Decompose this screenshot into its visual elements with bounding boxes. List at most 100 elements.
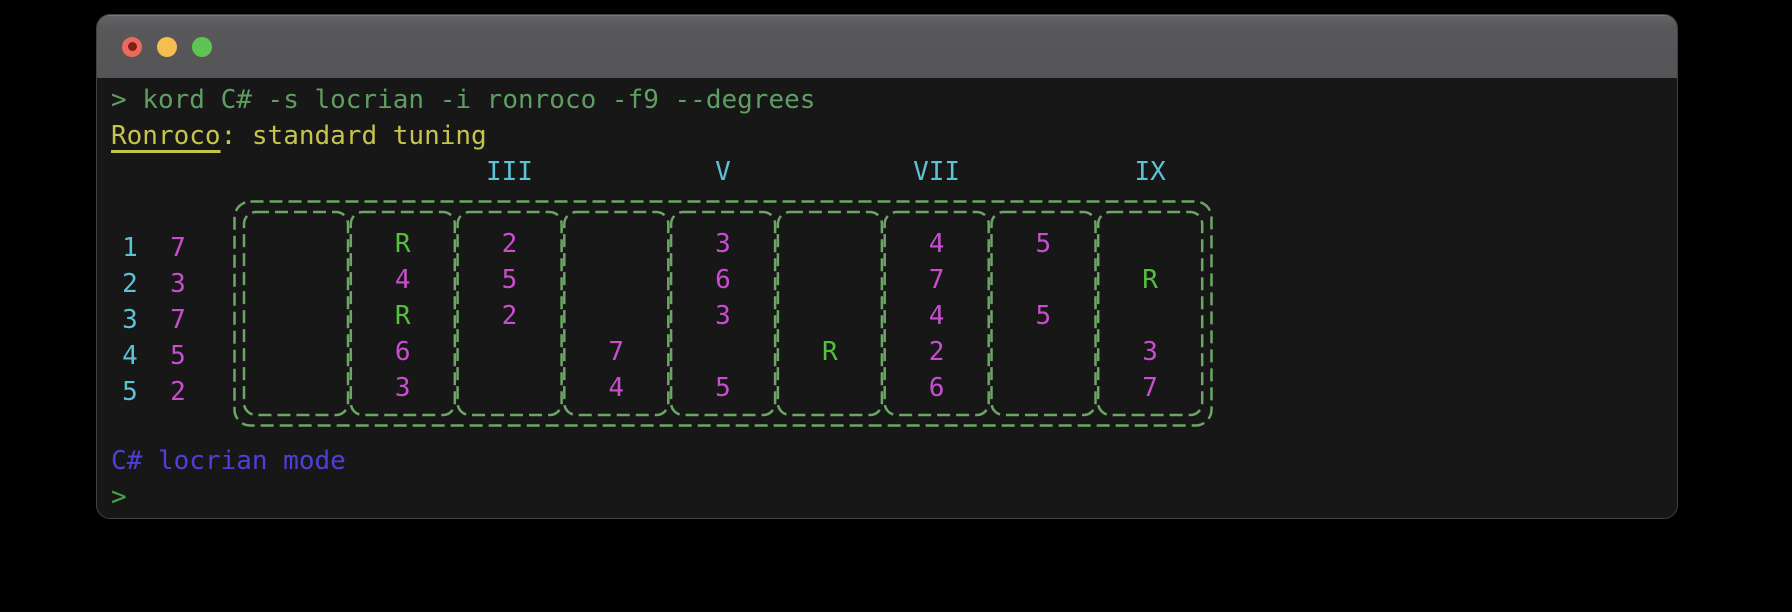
note-marker: 5 [715,373,731,403]
fret-2-spacer [351,154,455,190]
note-marker [564,226,668,262]
close-dot-icon [127,42,137,51]
command-text: kord C# -s locrian -i ronroco -f9 --degr… [142,85,816,115]
note-marker: 6 [715,265,731,295]
fret-1-spacer [244,154,348,190]
result-line: C# locrian mode [111,443,1677,479]
note-marker: 4 [394,265,411,295]
mode-text: C# locrian mode [111,446,346,476]
note-marker: 2 [928,337,945,367]
window-controls [122,36,212,57]
open-degree: 2 [170,377,186,407]
note-marker: 4 [928,229,945,259]
board-outer-border [233,200,1213,427]
note-marker: 2 [501,301,518,331]
fret-4-spacer [564,154,668,190]
note-marker [991,262,1095,298]
note-marker: R [1142,265,1158,295]
terminal-window: > kord C# -s locrian -i ronroco -f9 --de… [96,14,1678,519]
open-degree: 7 [170,233,186,263]
tuning-line: Ronroco: standard tuning [111,118,1677,154]
note-marker: 4 [608,373,625,403]
note-marker [778,298,882,334]
instrument-name: Ronroco [111,121,221,151]
note-marker [778,226,882,262]
note-marker [671,334,775,370]
note-marker: 5 [1035,301,1052,331]
string-number: 1 [122,233,138,263]
open-degree: 3 [170,269,186,299]
terminal-content: > kord C# -s locrian -i ronroco -f9 --de… [97,78,1677,515]
fret-marker-v: V [715,157,731,187]
fret-cell-4: 7 4 [564,212,668,415]
prompt-symbol: > [111,482,127,512]
note-marker [778,262,882,298]
note-marker [564,262,668,298]
note-marker: 3 [715,229,731,259]
fret-markers-row: III V VII IX [233,154,1213,190]
note-marker [244,334,348,370]
fret-cell-6: R [778,212,882,415]
string-number: 5 [122,377,138,407]
titlebar[interactable] [97,15,1677,78]
fretboard: R 4 R 6 3 2 5 2 [233,200,1213,427]
fretboard-outline-graphic [233,200,1213,427]
open-degree: 7 [170,305,186,335]
note-marker [458,370,562,406]
prompt-line[interactable]: > [111,479,1677,515]
fret-cell-5: 3 6 3 5 [671,212,775,415]
note-marker: 7 [1142,373,1158,403]
open-degree: 5 [170,341,186,371]
note-marker: 6 [394,337,411,367]
note-marker [778,370,882,406]
note-marker [991,370,1095,406]
note-marker: 5 [501,265,518,295]
note-marker: R [394,301,411,331]
fret-cell-3: 2 5 2 [458,212,562,415]
note-marker [244,298,348,334]
tuning-description: : standard tuning [220,121,487,151]
note-marker: 4 [928,301,945,331]
note-marker [564,298,668,334]
minimize-button[interactable] [157,36,177,57]
close-button[interactable] [122,36,142,57]
fret-6-spacer [778,154,882,190]
fret-8-spacer [991,154,1095,190]
note-marker: 7 [928,265,945,295]
note-marker [991,334,1095,370]
note-marker [244,370,348,406]
fret-marker-ix: IX [1134,157,1166,187]
fret-cell-8: 5 5 [991,212,1095,415]
string-number: 4 [122,341,138,371]
note-marker: 2 [501,229,518,259]
note-marker: R [821,337,838,367]
string-number: 3 [122,305,138,335]
fret-cell-9: R 3 7 [1098,212,1202,415]
notes-grid: R 4 R 6 3 2 5 2 [244,212,1202,415]
note-marker: 7 [608,337,625,367]
note-marker: 3 [1142,337,1158,367]
fret-cell-2: R 4 R 6 3 [351,212,455,415]
string-number: 2 [122,269,138,299]
fret-cell-7: 4 7 4 2 6 [885,212,989,415]
note-marker: 6 [928,373,945,403]
note-marker [1098,226,1202,262]
note-marker [1098,298,1202,334]
note-marker [244,226,348,262]
fret-marker-iii: III [485,157,533,187]
zoom-button[interactable] [192,36,212,57]
prompt-symbol: > [111,85,127,115]
note-marker: 5 [1035,229,1052,259]
fret-marker-vii: VII [913,157,961,187]
note-marker: 3 [394,373,411,403]
fret-cell-1 [244,212,348,415]
command-line: > kord C# -s locrian -i ronroco -f9 --de… [111,82,1677,118]
